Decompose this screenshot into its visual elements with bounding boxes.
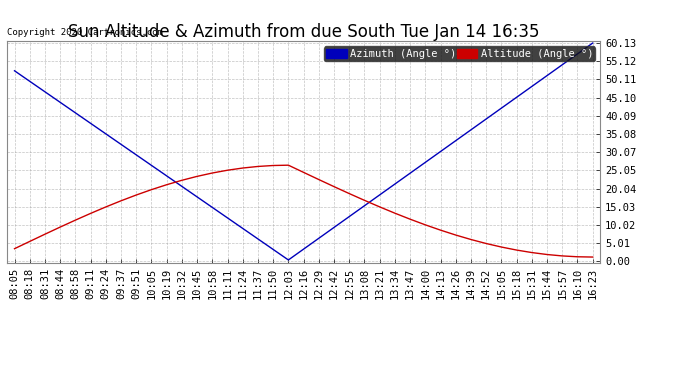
Legend: Azimuth (Angle °), Altitude (Angle °): Azimuth (Angle °), Altitude (Angle °): [324, 46, 595, 61]
Title: Sun Altitude & Azimuth from due South Tue Jan 14 16:35: Sun Altitude & Azimuth from due South Tu…: [68, 23, 540, 41]
Text: Copyright 2020 Cartronics.com: Copyright 2020 Cartronics.com: [7, 28, 163, 37]
